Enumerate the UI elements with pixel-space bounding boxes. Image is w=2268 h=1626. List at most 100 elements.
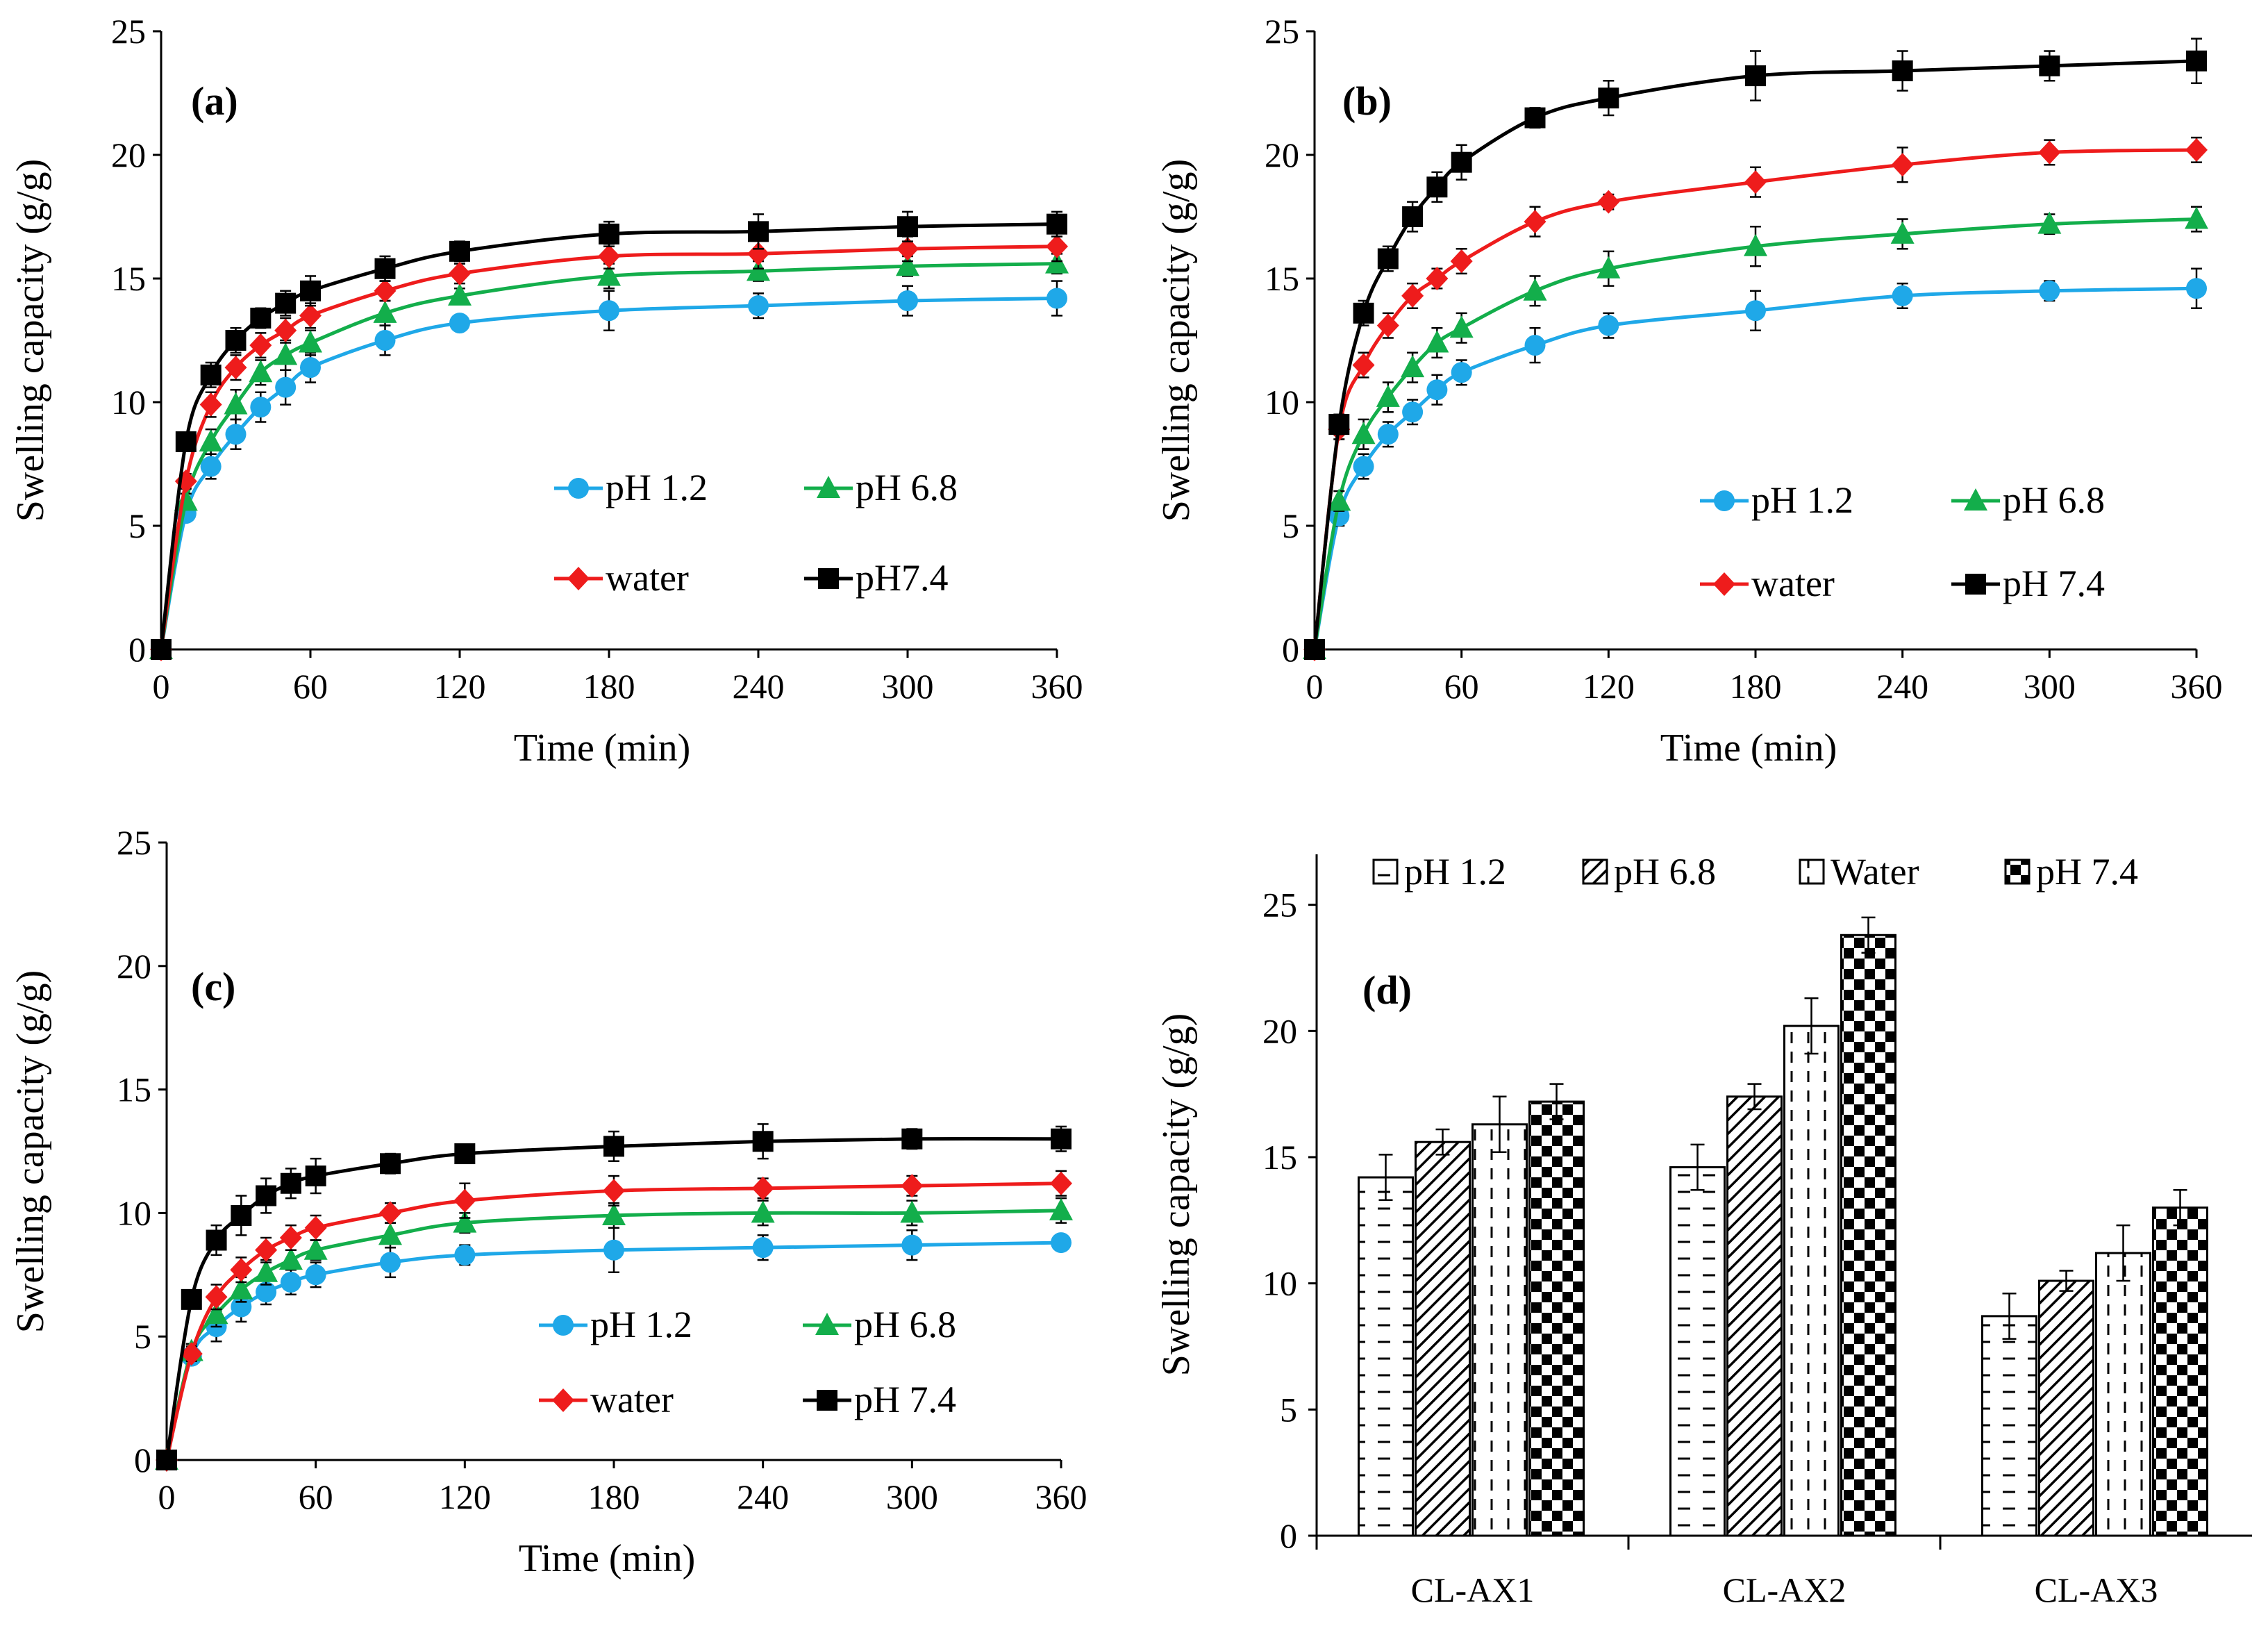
legend-label: water — [590, 1379, 674, 1420]
series-ph7.4 — [1304, 38, 2207, 660]
legend-label: water — [606, 557, 689, 599]
data-point — [1051, 1232, 1072, 1254]
x-tick-label: 240 — [733, 667, 785, 706]
legend-marker — [1713, 572, 1735, 596]
data-point — [200, 364, 222, 385]
y-tick-label: 25 — [117, 823, 151, 862]
y-tick-label: 15 — [111, 259, 146, 298]
y-tick-label: 15 — [117, 1070, 151, 1109]
data-point — [2185, 206, 2208, 229]
y-tick-label: 10 — [117, 1193, 151, 1232]
x-tick-label: 60 — [299, 1477, 333, 1516]
x-tick-label: 60 — [1444, 667, 1479, 706]
data-point — [1352, 353, 1375, 377]
x-category-label: CL-AX3 — [2035, 1570, 2158, 1609]
legend-item: Water — [1799, 851, 1919, 893]
data-point — [1049, 1197, 1073, 1220]
legend-item: pH 6.8 — [1582, 851, 1716, 893]
data-point — [275, 292, 297, 314]
bar — [1726, 1095, 1783, 1537]
data-point — [305, 1264, 326, 1286]
y-tick-label: 5 — [1282, 506, 1299, 545]
series-ph7.4 — [151, 210, 1067, 660]
legend-swatch — [1372, 858, 1399, 885]
x-tick-label: 60 — [293, 667, 328, 706]
y-tick-label: 15 — [1262, 1138, 1297, 1177]
data-point — [256, 1185, 277, 1206]
data-point — [1327, 488, 1351, 511]
data-point — [225, 424, 247, 445]
data-point — [1598, 315, 1619, 336]
data-point — [1376, 313, 1399, 338]
data-point — [374, 330, 396, 351]
data-point — [380, 1153, 401, 1175]
data-point — [1047, 213, 1067, 235]
data-point — [1523, 278, 1547, 301]
y-tick-label: 5 — [128, 506, 146, 545]
series-line — [159, 222, 1058, 650]
legend-item: pH 1.2 — [554, 467, 708, 508]
data-point — [1047, 288, 1067, 309]
x-tick-label: 360 — [2171, 667, 2223, 706]
data-point — [2185, 138, 2208, 162]
y-tick-label: 5 — [134, 1317, 151, 1356]
data-point — [1402, 206, 1424, 227]
legend-item: pH7.4 — [804, 557, 949, 599]
y-axis-label: Swelling capacity (g/g) — [1155, 159, 1198, 522]
bar — [1528, 1100, 1585, 1537]
data-point — [751, 1176, 774, 1200]
x-category-label: CL-AX1 — [1411, 1570, 1535, 1609]
legend-marker — [815, 1313, 839, 1335]
legend-item: pH 7.4 — [1951, 563, 2105, 604]
data-point — [299, 304, 322, 328]
data-point — [1377, 424, 1399, 445]
data-point — [1891, 153, 1914, 177]
series-ph1.2 — [151, 280, 1067, 660]
x-tick-label: 240 — [1876, 667, 1928, 706]
data-point — [1401, 283, 1424, 308]
data-point — [275, 376, 297, 398]
y-tick-label: 15 — [1265, 259, 1299, 298]
y-tick-label: 25 — [1262, 886, 1297, 924]
legend-marker — [552, 1388, 574, 1412]
data-point — [901, 1234, 923, 1256]
data-point — [1892, 60, 1913, 81]
x-tick-label: 120 — [439, 1477, 491, 1516]
series-line — [1312, 59, 2197, 650]
y-tick-label: 10 — [1262, 1264, 1297, 1303]
data-point — [449, 313, 470, 334]
legend-label: water — [1751, 563, 1835, 604]
data-point — [1051, 1128, 1072, 1150]
data-point — [897, 290, 918, 312]
x-axis-label: Time (min) — [519, 1537, 696, 1580]
data-point — [448, 283, 472, 306]
data-point — [1402, 401, 1424, 423]
data-point — [897, 216, 918, 238]
y-tick-label: 25 — [111, 12, 146, 51]
data-point — [599, 300, 619, 322]
data-point — [1426, 379, 1448, 401]
legend-label: pH 1.2 — [1751, 479, 1853, 521]
data-point — [1892, 285, 1913, 306]
data-point — [229, 1277, 253, 1300]
data-point — [1376, 384, 1400, 407]
legend-label: pH7.4 — [856, 557, 949, 599]
series-ph6.8 — [1303, 206, 2208, 659]
x-tick-label: 180 — [588, 1477, 640, 1516]
y-tick-label: 0 — [134, 1441, 151, 1479]
data-point — [304, 1216, 327, 1240]
data-point — [901, 1174, 924, 1198]
legend-label: pH 1.2 — [590, 1304, 692, 1345]
data-point — [454, 1143, 476, 1165]
data-point — [751, 1200, 775, 1223]
data-point — [1890, 221, 1915, 244]
data-point — [747, 242, 769, 266]
data-point — [1046, 234, 1068, 258]
legend-label: pH 6.8 — [1614, 851, 1716, 893]
x-tick-label: 0 — [158, 1477, 176, 1516]
legend-marker — [1714, 490, 1735, 511]
data-point — [1451, 151, 1472, 173]
x-tick-label: 120 — [1583, 667, 1635, 706]
bar — [2095, 1252, 2151, 1537]
